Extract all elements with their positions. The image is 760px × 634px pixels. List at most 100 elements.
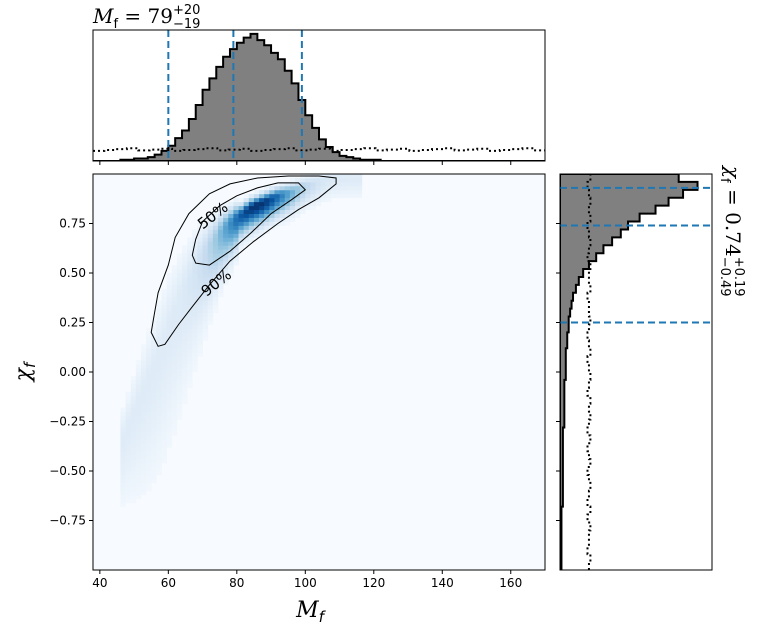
- density-cell: [346, 185, 352, 191]
- density-cell: [161, 300, 168, 306]
- density-cell: [289, 201, 296, 207]
- y-tick-label: 0.75: [59, 217, 86, 231]
- density-cell: [140, 379, 147, 385]
- density-cell: [135, 419, 142, 424]
- density-cell: [140, 427, 147, 432]
- density-cell: [300, 197, 306, 203]
- density-cell: [228, 209, 234, 214]
- density-cell: [151, 455, 157, 460]
- density-cell: [182, 356, 188, 361]
- density-cell: [135, 439, 142, 444]
- density-cell: [140, 439, 147, 444]
- density-cell: [192, 356, 198, 361]
- density-cell: [171, 403, 178, 409]
- density-cell: [192, 233, 198, 238]
- density-cell: [120, 415, 126, 420]
- density-cell: [161, 316, 168, 321]
- density-cell: [176, 387, 183, 393]
- density-cell: [207, 257, 214, 262]
- density-cell: [207, 320, 214, 325]
- density-cell: [151, 344, 157, 349]
- density-cell: [166, 407, 173, 412]
- density-cell: [166, 399, 173, 405]
- x-tick-label: 80: [229, 576, 244, 590]
- density-cell: [212, 229, 219, 234]
- joint-x-ticks: 40 60 80 100 120 140 160: [92, 570, 522, 590]
- density-cell: [233, 249, 239, 254]
- density-cell: [197, 324, 203, 329]
- density-cell: [140, 364, 147, 369]
- density-cell: [197, 328, 203, 333]
- density-cell: [140, 348, 147, 353]
- density-cell: [151, 320, 157, 325]
- density-cell: [130, 463, 137, 468]
- density-cell: [325, 193, 332, 199]
- density-cell: [182, 332, 188, 337]
- density-cell: [202, 288, 209, 294]
- density-cell: [197, 308, 203, 313]
- density-cell: [140, 372, 147, 377]
- density-cell: [351, 185, 358, 191]
- density-cell: [125, 423, 132, 428]
- density-cell: [151, 387, 157, 393]
- density-cell: [125, 490, 132, 496]
- density-cell: [161, 391, 168, 397]
- density-cell: [217, 276, 224, 282]
- density-cell: [135, 463, 142, 468]
- density-cell: [228, 261, 234, 266]
- density-cell: [330, 185, 337, 191]
- density-cell: [243, 197, 250, 203]
- density-cell: [233, 197, 239, 203]
- density-cell: [120, 463, 126, 468]
- density-cell: [253, 221, 260, 226]
- density-cell: [176, 324, 183, 329]
- density-cell: [130, 415, 137, 420]
- density-cell: [146, 364, 152, 369]
- density-cell: [341, 193, 347, 199]
- density-cell: [330, 189, 337, 195]
- density-cell: [120, 474, 126, 480]
- density-cell: [151, 419, 157, 424]
- density-cell: [223, 273, 229, 278]
- density-cell: [130, 375, 137, 381]
- density-cell: [248, 197, 255, 203]
- density-cell: [125, 407, 132, 412]
- marginal-right-posterior-histogram: [560, 174, 699, 570]
- density-cell: [182, 296, 188, 302]
- density-cell: [269, 189, 275, 195]
- density-cell: [156, 336, 162, 341]
- density-cell: [269, 197, 275, 203]
- density-cell: [166, 423, 173, 428]
- density-cell: [356, 193, 363, 199]
- density-cell: [146, 379, 152, 385]
- density-cell: [182, 300, 188, 306]
- density-cell: [207, 249, 214, 254]
- density-cell: [217, 241, 224, 246]
- density-cell: [192, 364, 198, 369]
- density-cell: [320, 177, 327, 183]
- density-cell: [146, 407, 152, 412]
- density-cell: [253, 229, 260, 234]
- density-cell: [125, 419, 132, 424]
- density-cell: [305, 177, 311, 183]
- density-cell: [166, 284, 173, 290]
- density-cell: [202, 253, 209, 258]
- density-cell: [192, 352, 198, 357]
- density-cell: [176, 379, 183, 385]
- density-cell: [151, 352, 157, 357]
- density-cell: [259, 221, 265, 226]
- density-cell: [325, 181, 332, 187]
- density-cell: [202, 245, 209, 250]
- density-cell: [295, 205, 301, 211]
- density-cell: [125, 482, 132, 488]
- density-cell: [125, 498, 132, 504]
- density-cell: [120, 411, 126, 416]
- density-cell: [192, 261, 198, 266]
- density-cell: [120, 447, 126, 452]
- density-cell: [346, 193, 352, 199]
- density-cell: [279, 189, 286, 195]
- density-cell: [120, 443, 126, 448]
- density-cell: [212, 273, 219, 278]
- density-cell: [192, 292, 198, 298]
- density-cell: [161, 356, 168, 361]
